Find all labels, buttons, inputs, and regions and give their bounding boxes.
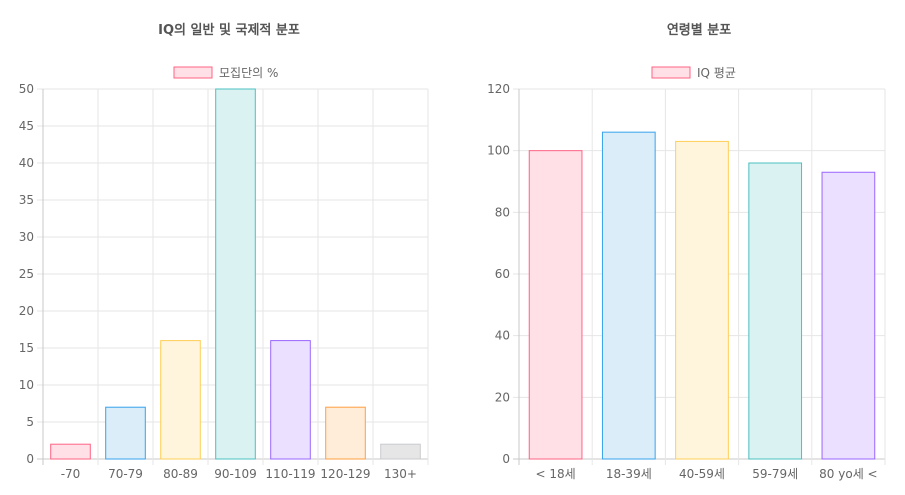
iq-x-tick-label: 80-89: [163, 467, 198, 481]
iq-y-tick-label: 30: [19, 230, 34, 244]
iq-legend-label[interactable]: 모집단의 %: [219, 66, 278, 80]
iq-y-tick-label: 10: [19, 378, 34, 392]
age-legend-swatch[interactable]: [651, 66, 691, 79]
iq-x-tick-label: 120-129: [320, 467, 370, 481]
iq-y-tick-label: 50: [19, 82, 34, 96]
age-chart-title: 연령별 분포: [667, 22, 731, 38]
age-x-tick-label: 80 yo세 <: [819, 467, 877, 481]
iq-x-tick-label: 130+: [384, 467, 417, 481]
iq-y-tick-label: 35: [19, 193, 34, 207]
iq-y-tick-label: 45: [19, 119, 34, 133]
age-bar-5[interactable]: [821, 171, 876, 460]
iq-y-tick-label: 20: [19, 304, 34, 318]
age-y-tick-label: 0: [502, 452, 510, 466]
iq-y-tick-label: 25: [19, 267, 34, 281]
age-distribution-chart: 연령별 분포 IQ 평균 0 20 40 60 80 100 120 < 18세 18-39세 40-…: [487, 22, 886, 481]
iq-y-tick-label: 5: [26, 415, 34, 429]
iq-bar-6[interactable]: [325, 406, 366, 460]
iq-x-tick-label: 90-109: [214, 467, 257, 481]
age-y-tick-label: 60: [495, 267, 510, 281]
iq-x-tick-label: 70-79: [108, 467, 143, 481]
age-y-tick-label: 80: [495, 205, 510, 219]
iq-bar-3[interactable]: [160, 340, 201, 460]
age-x-tick-label: 40-59세: [679, 467, 725, 481]
age-x-tick-label: < 18세: [536, 467, 576, 481]
iq-x-tick-label: -70: [61, 467, 81, 481]
age-y-tick-label: 40: [495, 329, 510, 343]
iq-chart-title: IQ의 일반 및 국제적 분포: [158, 22, 300, 38]
iq-y-tick-label: 15: [19, 341, 34, 355]
iq-bar-7[interactable]: [380, 443, 421, 460]
iq-bar-1[interactable]: [50, 443, 91, 460]
iq-y-tick-label: 40: [19, 156, 34, 170]
iq-bar-5[interactable]: [270, 340, 311, 460]
age-y-tick-label: 20: [495, 390, 510, 404]
age-bar-2[interactable]: [601, 131, 656, 460]
iq-y-tick-label: 0: [26, 452, 34, 466]
age-y-tick-label: 120: [487, 82, 510, 96]
iq-x-tick-label: 110-119: [265, 467, 315, 481]
age-bar-1[interactable]: [528, 150, 583, 460]
age-y-tick-label: 100: [487, 144, 510, 158]
age-bar-3[interactable]: [675, 140, 729, 460]
iq-legend-swatch[interactable]: [173, 66, 213, 79]
age-x-tick-label: 18-39세: [606, 467, 652, 481]
age-bar-4[interactable]: [748, 162, 803, 460]
iq-bar-4[interactable]: [215, 88, 256, 460]
age-legend-label[interactable]: IQ 평균: [697, 66, 736, 80]
age-x-tick-label: 59-79세: [752, 467, 798, 481]
iq-bar-2[interactable]: [105, 406, 146, 460]
